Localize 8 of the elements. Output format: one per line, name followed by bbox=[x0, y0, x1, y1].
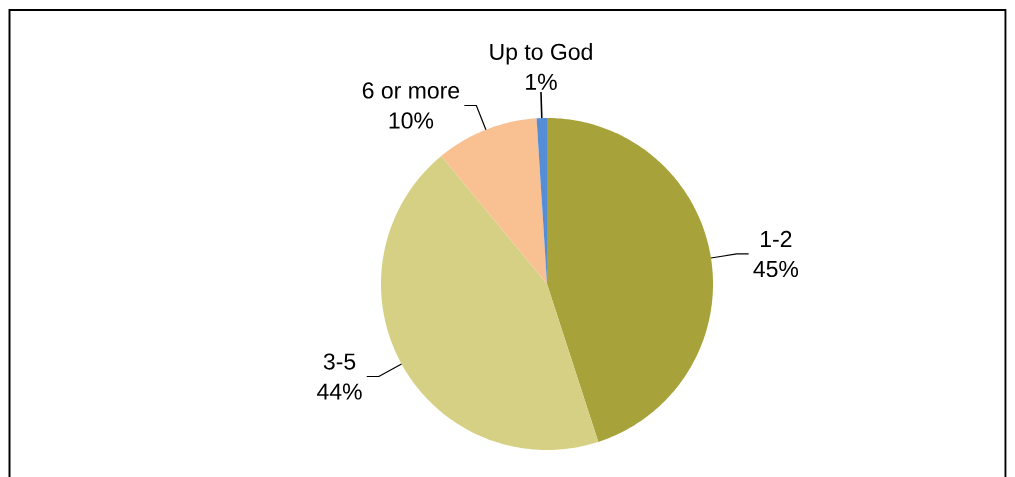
data-label: 10% bbox=[389, 112, 434, 129]
data-label: 1% bbox=[526, 73, 557, 90]
data-label: 45% bbox=[753, 260, 799, 278]
slice-label: 1-2 bbox=[761, 230, 792, 247]
slice-label: 6 or more bbox=[362, 82, 460, 99]
data-label: 44% bbox=[317, 383, 362, 400]
slice-label: Up to God bbox=[490, 43, 592, 65]
slice-label: 3-5 bbox=[323, 353, 356, 370]
